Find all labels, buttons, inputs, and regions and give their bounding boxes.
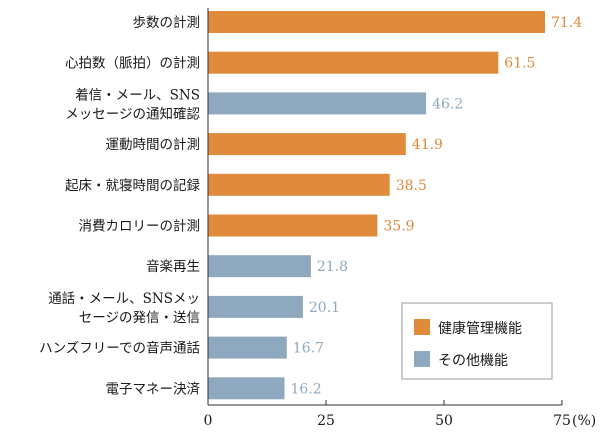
value-label: 46.2 [432, 96, 463, 112]
bar [208, 214, 378, 237]
value-label: 20.1 [309, 300, 340, 316]
value-label: 16.2 [291, 381, 322, 397]
category-label: 着信・メール、SNS メッセージの通知確認 [65, 86, 200, 122]
category-label: 心拍数（脈拍）の計測 [65, 56, 200, 72]
category-label: 起床・就寝時間の記録 [65, 177, 200, 194]
bar [208, 11, 545, 33]
category-label: 音楽再生 [146, 258, 200, 275]
bar [208, 133, 406, 156]
value-labels-layer: 71.4 61.5 46.2 41.9 38.5 35.9 21.8 20.1 16.7 16.2 [291, 15, 583, 397]
category-label: 電子マネー決済 [106, 381, 201, 397]
bar [208, 173, 390, 196]
x-axis: 0 25 50 75 (%) [204, 8, 596, 429]
bar [208, 255, 311, 278]
category-label: 通話・メール、SNSメッセージの発信・送信 [48, 290, 200, 326]
legend-label-other: その他機能 [438, 353, 508, 369]
legend: 健康管理機能 その他機能 [401, 302, 553, 380]
legend-label-health: 健康管理機能 [438, 320, 522, 337]
value-label: 61.5 [504, 56, 535, 72]
x-tick-label: 25 [317, 413, 335, 429]
category-label: 運動時間の計測 [106, 137, 201, 153]
x-tick-label: 75 [553, 413, 571, 429]
value-label: 41.9 [412, 137, 443, 153]
x-axis-unit: (%) [572, 413, 596, 429]
legend-swatch-other [414, 351, 430, 367]
bar [208, 377, 285, 400]
bar [208, 295, 303, 318]
bar [208, 92, 427, 115]
bar [208, 51, 499, 74]
category-label: ハンズフリーでの音声通話 [39, 340, 200, 357]
value-label: 21.8 [317, 259, 348, 275]
bar [208, 336, 287, 359]
value-label: 38.5 [396, 178, 427, 194]
x-tick-label: 50 [435, 413, 453, 429]
value-label: 35.9 [383, 219, 414, 235]
bars-layer [208, 11, 545, 400]
legend-swatch-health [414, 319, 430, 335]
value-label: 16.7 [293, 341, 324, 357]
category-label: 歩数の計測 [133, 15, 201, 31]
x-tick-label: 0 [204, 413, 213, 429]
category-label: 消費カロリーの計測 [79, 219, 201, 235]
value-label: 71.4 [551, 15, 582, 31]
